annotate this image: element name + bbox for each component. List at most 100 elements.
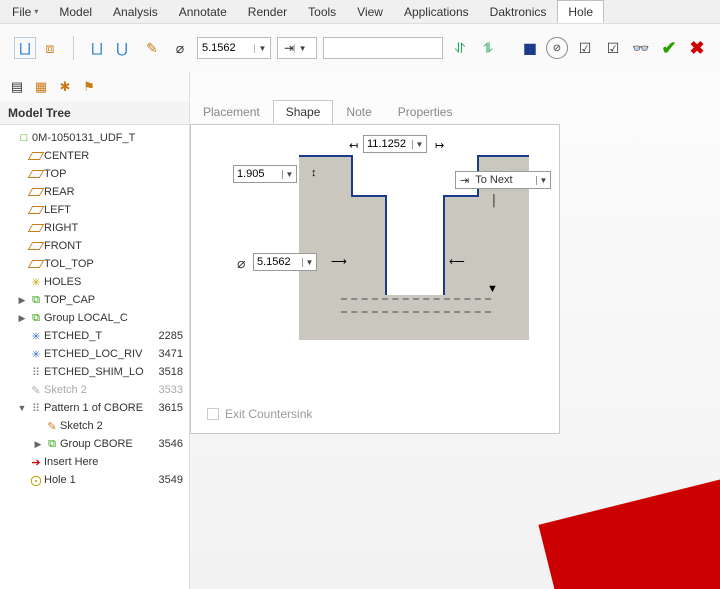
hole-straight-icon[interactable]: ⨆ bbox=[14, 37, 36, 59]
tree-item-label: ETCHED_LOC_RIV bbox=[44, 348, 149, 360]
cbore-depth-field[interactable]: ▼ bbox=[233, 165, 297, 183]
cbore-dia-field[interactable]: ▼ bbox=[363, 135, 427, 153]
tree-item-label: Insert Here bbox=[44, 456, 149, 468]
arrow-icon: ↤ bbox=[349, 139, 358, 152]
expand-icon[interactable]: ▼ bbox=[16, 403, 28, 413]
caret-icon[interactable]: ▼ bbox=[282, 170, 296, 179]
no-preview-icon[interactable]: ⊘ bbox=[546, 37, 568, 59]
tree-item[interactable]: TOP bbox=[0, 165, 189, 183]
arrow-icon: ↦ bbox=[435, 139, 444, 152]
exit-countersink-row[interactable]: Exit Countersink bbox=[207, 407, 312, 421]
tree-layers-icon[interactable]: ▤ bbox=[6, 76, 28, 98]
hole-v-icon[interactable]: ⋃ bbox=[111, 37, 133, 59]
menu-daktronics[interactable]: Daktronics bbox=[480, 0, 557, 23]
tree-item[interactable]: ✎Sketch 23533 bbox=[0, 381, 189, 399]
csys-y-icon: ✳ bbox=[28, 276, 44, 289]
exit-countersink-checkbox[interactable] bbox=[207, 408, 219, 420]
tree-item[interactable]: ✳ETCHED_LOC_RIV3471 bbox=[0, 345, 189, 363]
tree-item-label: LEFT bbox=[44, 204, 149, 216]
tree-show-icon[interactable]: ✱ bbox=[54, 76, 76, 98]
hole-standard-icon[interactable]: ⧈ bbox=[39, 37, 61, 59]
cbore-dia-input[interactable] bbox=[364, 138, 412, 150]
tab-note[interactable]: Note bbox=[333, 100, 384, 124]
depth-type-dropdown[interactable]: ⇥ ▼ bbox=[277, 37, 317, 59]
diameter-field[interactable]: ▼ bbox=[197, 37, 271, 59]
depth-caret-icon[interactable]: ▼ bbox=[294, 44, 310, 53]
tree-settings-icon[interactable]: ⚑ bbox=[78, 76, 100, 98]
tree-item-label: Group LOCAL_C bbox=[44, 312, 149, 324]
hole-dia-input[interactable] bbox=[254, 256, 302, 268]
sketch-icon: ✎ bbox=[28, 384, 44, 397]
tree-item[interactable]: CENTER bbox=[0, 147, 189, 165]
tree-item[interactable]: RIGHT bbox=[0, 219, 189, 237]
plane-icon bbox=[28, 206, 44, 214]
arrow-icon: ▼ bbox=[487, 283, 498, 295]
verify2-icon[interactable]: ☑ bbox=[602, 37, 624, 59]
diameter-caret-icon[interactable]: ▼ bbox=[254, 44, 270, 53]
plane-icon bbox=[28, 224, 44, 232]
cbore-depth-input[interactable] bbox=[234, 168, 282, 180]
tree-item[interactable]: ⨀Hole 13549 bbox=[0, 471, 189, 489]
tree-item[interactable]: ▶⧉Group LOCAL_C bbox=[0, 309, 189, 327]
tree-item-label: Sketch 2 bbox=[44, 384, 149, 396]
tree-item[interactable]: ⠿ETCHED_SHIM_LO3518 bbox=[0, 363, 189, 381]
caret-icon[interactable]: ▼ bbox=[412, 140, 426, 149]
tree-item[interactable]: TOL_TOP bbox=[0, 255, 189, 273]
expand-icon[interactable]: ▶ bbox=[32, 439, 44, 450]
tree-root[interactable]: □0M-1050131_UDF_T bbox=[0, 129, 189, 147]
arrow-icon: ⟶ bbox=[331, 255, 347, 268]
tab-shape[interactable]: Shape bbox=[273, 100, 334, 124]
hole-toolbar: ⨆ ⧈ ⨆ ⋃ ✎ ⌀ ▼ ⇥ ▼ ⥯ ⥮ ▮▮ ⊘ ☑ ☑ 👓 ✔ ✖ bbox=[0, 24, 720, 72]
pause-icon[interactable]: ▮▮ bbox=[518, 37, 540, 59]
part-icon: □ bbox=[16, 132, 32, 144]
tree-item-id: 2285 bbox=[149, 330, 189, 342]
flip1-icon[interactable]: ⥯ bbox=[449, 37, 471, 59]
tree-item-label: TOP bbox=[44, 168, 149, 180]
csys-b-icon: ✳ bbox=[28, 330, 44, 343]
tree-item[interactable]: ▼⠿Pattern 1 of CBORE3615 bbox=[0, 399, 189, 417]
tab-properties[interactable]: Properties bbox=[385, 100, 466, 124]
tree-item[interactable]: ▶⧉TOP_CAP bbox=[0, 291, 189, 309]
plane-icon bbox=[28, 152, 44, 160]
tree-filter-icon[interactable]: ▦ bbox=[30, 76, 52, 98]
menu-render[interactable]: Render bbox=[238, 0, 297, 23]
ok-button[interactable]: ✔ bbox=[658, 37, 680, 59]
tree-item[interactable]: REAR bbox=[0, 183, 189, 201]
cancel-button[interactable]: ✖ bbox=[686, 37, 708, 59]
menu-hole[interactable]: Hole bbox=[557, 0, 604, 23]
menu-analysis[interactable]: Analysis bbox=[103, 0, 168, 23]
plane-icon bbox=[28, 260, 44, 268]
hole-u1-icon[interactable]: ⨆ bbox=[86, 37, 108, 59]
tree-item[interactable]: ✎Sketch 2 bbox=[0, 417, 189, 435]
caret-icon[interactable]: ▼ bbox=[536, 176, 550, 185]
hole-dia-field[interactable]: ▼ bbox=[253, 253, 317, 271]
depth-reference-field[interactable] bbox=[323, 37, 443, 59]
expand-icon[interactable]: ▶ bbox=[16, 295, 28, 306]
depth-option-dropdown[interactable]: ⇥ To Next ▼ bbox=[455, 171, 551, 189]
model-tree[interactable]: □0M-1050131_UDF_TCENTER TOP REAR LEFT RIGHTF… bbox=[0, 125, 189, 589]
tree-item-label: ETCHED_SHIM_LO bbox=[44, 366, 149, 378]
tree-item[interactable]: ▶⧉Group CBORE3546 bbox=[0, 435, 189, 453]
caret-icon[interactable]: ▼ bbox=[302, 258, 316, 267]
main-pane: ⌀5.1562 PNT0 PlacementShapeNotePropertie… bbox=[190, 72, 720, 589]
hole-sketch-icon[interactable]: ✎ bbox=[141, 37, 163, 59]
group-g-icon: ⧉ bbox=[44, 438, 60, 451]
preview-icon[interactable]: 👓 bbox=[630, 37, 652, 59]
flip2-icon[interactable]: ⥮ bbox=[477, 37, 499, 59]
tree-item[interactable]: ✳HOLES bbox=[0, 273, 189, 291]
menu-view[interactable]: View bbox=[347, 0, 393, 23]
menu-annotate[interactable]: Annotate bbox=[169, 0, 237, 23]
menu-model[interactable]: Model bbox=[49, 0, 102, 23]
tree-item[interactable]: ✳ETCHED_T2285 bbox=[0, 327, 189, 345]
menu-file[interactable]: File bbox=[2, 0, 48, 23]
tab-placement[interactable]: Placement bbox=[190, 100, 273, 124]
diameter-input[interactable] bbox=[198, 42, 254, 54]
tree-item[interactable]: FRONT bbox=[0, 237, 189, 255]
tree-item[interactable]: LEFT bbox=[0, 201, 189, 219]
verify1-icon[interactable]: ☑ bbox=[574, 37, 596, 59]
expand-icon[interactable]: ▶ bbox=[16, 313, 28, 324]
tree-item[interactable]: ➔Insert Here bbox=[0, 453, 189, 471]
menu-applications[interactable]: Applications bbox=[394, 0, 479, 23]
menu-tools[interactable]: Tools bbox=[298, 0, 346, 23]
tree-item-label: Sketch 2 bbox=[60, 420, 149, 432]
